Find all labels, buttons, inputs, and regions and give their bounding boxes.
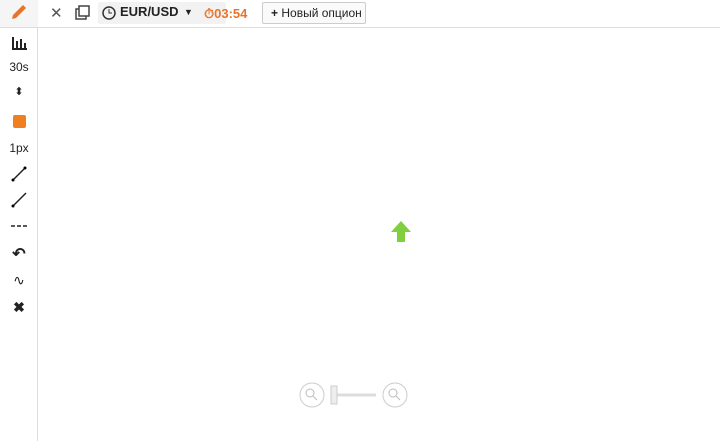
- wave-tool[interactable]: ∿: [13, 272, 25, 288]
- timer-value: 03:54: [214, 6, 248, 21]
- line-width[interactable]: 1px: [9, 141, 29, 155]
- zoom-slider[interactable]: [330, 385, 338, 405]
- pencil-icon: [12, 5, 26, 19]
- zoom-out[interactable]: [299, 382, 325, 408]
- color-icon[interactable]: [0, 114, 38, 130]
- chart-type-icon[interactable]: [0, 34, 38, 52]
- hline-tool[interactable]: [0, 220, 38, 232]
- left-toolbar: 30s ⬍ 1px ↶ ∿ ✖: [0, 28, 38, 441]
- line-tool[interactable]: [0, 165, 38, 183]
- symbol-select[interactable]: EUR/USD ▼: [98, 2, 226, 24]
- close-icon[interactable]: ✕: [50, 5, 63, 22]
- timer: ⏱03:54: [204, 6, 248, 21]
- window-icon[interactable]: [74, 5, 90, 21]
- new-option-label: Новый опцион: [281, 6, 362, 20]
- timeframe[interactable]: 30s: [9, 60, 29, 74]
- scale-icon[interactable]: ⬍: [14, 86, 24, 98]
- ray-tool[interactable]: [0, 191, 38, 209]
- call-arrow[interactable]: [391, 221, 411, 242]
- top-toolbar: ✕ EUR/USD ▼ ⏱03:54 + Новый опцион: [0, 0, 720, 28]
- new-option-button[interactable]: + Новый опцион: [262, 2, 366, 24]
- zoom-in[interactable]: [382, 382, 408, 408]
- symbol: EUR/USD: [120, 4, 179, 19]
- zoom-control[interactable]: [299, 382, 408, 408]
- clock-icon: [102, 6, 116, 20]
- dropdown-caret: ▼: [184, 7, 193, 17]
- undo-icon[interactable]: ↶: [12, 246, 26, 263]
- delete-icon[interactable]: ✖: [13, 299, 25, 315]
- draw-tool[interactable]: [0, 0, 38, 27]
